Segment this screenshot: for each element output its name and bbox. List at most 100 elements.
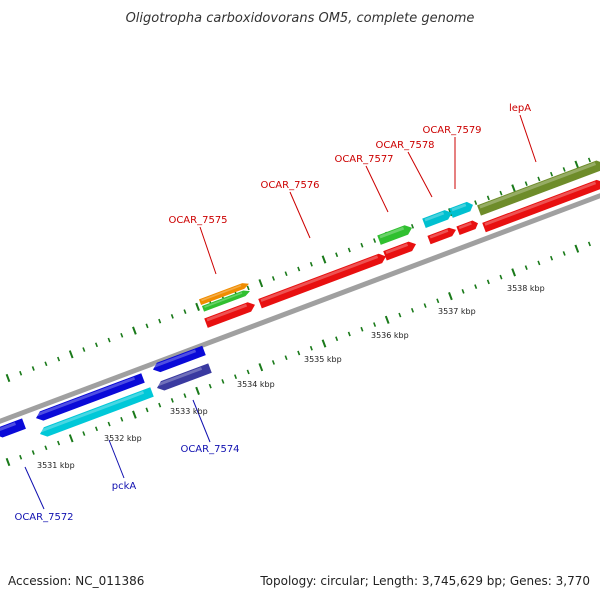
gene-arrow[interactable] [151,345,206,375]
gene-arrow[interactable] [422,208,454,228]
tick-mark [271,360,275,365]
gene-label-ocar-7578[interactable]: OCAR_7578 [375,140,434,151]
position-label-3532: 3532 kbp [104,434,142,443]
tick-mark [44,361,48,367]
leader-lines [24,114,537,510]
gene-feature-f7[interactable] [258,252,388,309]
leader-ocar-7574 [192,399,211,443]
gene-label-ocar-7574[interactable]: OCAR_7574 [180,444,239,455]
gene-arrow[interactable] [477,158,600,216]
gene-arrow-highlight [451,203,467,212]
gene-feature-f15[interactable] [422,208,454,228]
tick-mark [284,355,288,361]
gene-arrow[interactable] [377,223,414,245]
feature-layer [0,158,600,439]
gene-label-pcka[interactable]: pckA [112,481,137,492]
tick-mark [297,350,301,356]
tick-mark [486,279,490,285]
lower-tick-row [5,241,591,467]
tick-mark [19,370,23,376]
tick-mark [537,260,541,266]
tick-mark [195,302,200,311]
tick-mark [309,261,313,267]
gene-arrow[interactable] [201,288,251,312]
gene-arrow[interactable] [155,363,212,392]
leader-ocar-7575 [199,226,217,275]
gene-label-ocar-7579[interactable]: OCAR_7579 [422,125,481,136]
tick-mark [373,322,377,327]
position-labels: 3531 kbp 3532 kbp 3533 kbp 3534 kbp 3535… [37,284,545,470]
tick-mark [158,402,162,408]
leader-lepa [519,114,537,163]
gene-feature-f4[interactable] [38,387,154,438]
tick-mark [398,312,402,318]
gene-feature-f16[interactable] [449,200,475,218]
tick-mark [347,331,351,337]
gene-arrow-highlight [484,181,597,226]
gene-labels: OCAR_7575 OCAR_7576 OCAR_7577 OCAR_7578 … [14,103,531,523]
tick-mark [574,244,580,253]
tick-mark [68,434,74,443]
gene-arrow[interactable] [38,387,154,438]
tick-mark [524,265,528,270]
gene-arrow[interactable] [383,239,418,261]
gene-arrow-highlight [0,422,17,433]
gene-feature-f1[interactable] [0,418,26,439]
tick-mark [258,363,264,372]
gene-label-lepa[interactable]: lepA [509,103,531,114]
gene-label-ocar-7576[interactable]: OCAR_7576 [260,180,319,191]
tick-mark [309,345,313,351]
leader-ocar-7578 [407,151,433,198]
tick-mark [271,276,275,281]
tick-mark [57,356,61,362]
gene-arrow[interactable] [34,373,145,423]
tick-mark [82,431,86,436]
tick-mark [234,374,238,380]
gene-feature-f10[interactable] [456,219,479,235]
tick-mark [384,315,390,324]
tick-mark [57,440,61,446]
gene-feature-f3[interactable] [151,345,206,375]
leader-ocar-7576 [289,191,311,239]
gene-arrow[interactable] [204,300,257,328]
tick-mark [448,207,453,217]
gene-label-ocar-7577[interactable]: OCAR_7577 [334,154,393,165]
gene-arrow[interactable] [449,200,475,218]
gene-label-ocar-7572[interactable]: OCAR_7572 [14,512,73,523]
gene-feature-f6[interactable] [204,300,257,328]
position-label-3533: 3533 kbp [170,407,208,416]
gene-feature-f12[interactable] [198,281,250,306]
gene-arrow-highlight [201,284,242,302]
gene-arrow[interactable] [427,226,457,245]
position-label-3535: 3535 kbp [304,355,342,364]
tick-mark [19,454,23,460]
gene-feature-f13[interactable] [201,288,251,312]
gene-label-ocar-7575[interactable]: OCAR_7575 [168,215,227,226]
gene-arrow-highlight [260,255,379,302]
gene-feature-f11[interactable] [482,178,600,233]
tick-mark [562,167,566,172]
tick-mark [94,426,99,432]
tick-mark [94,342,99,348]
gene-feature-f14[interactable] [377,223,414,245]
gene-feature-f17[interactable] [477,158,600,216]
gene-arrow[interactable] [456,219,479,235]
tick-mark [132,326,137,335]
gene-arrow[interactable] [482,178,600,233]
gene-arrow[interactable] [198,281,250,306]
gene-feature-f5[interactable] [155,363,212,392]
tick-mark [410,223,415,229]
gene-feature-f2[interactable] [34,373,145,423]
gene-feature-f9[interactable] [427,226,457,245]
tick-mark [158,318,162,324]
tick-mark [195,386,200,395]
gene-feature-f8[interactable] [383,239,418,261]
tick-mark [321,255,327,264]
gene-arrow[interactable] [0,418,26,439]
tick-mark [297,266,301,272]
gene-arrow-highlight [385,243,409,254]
gene-arrow-highlight [458,222,472,230]
gene-arrow[interactable] [258,252,388,309]
tick-mark [246,285,250,291]
